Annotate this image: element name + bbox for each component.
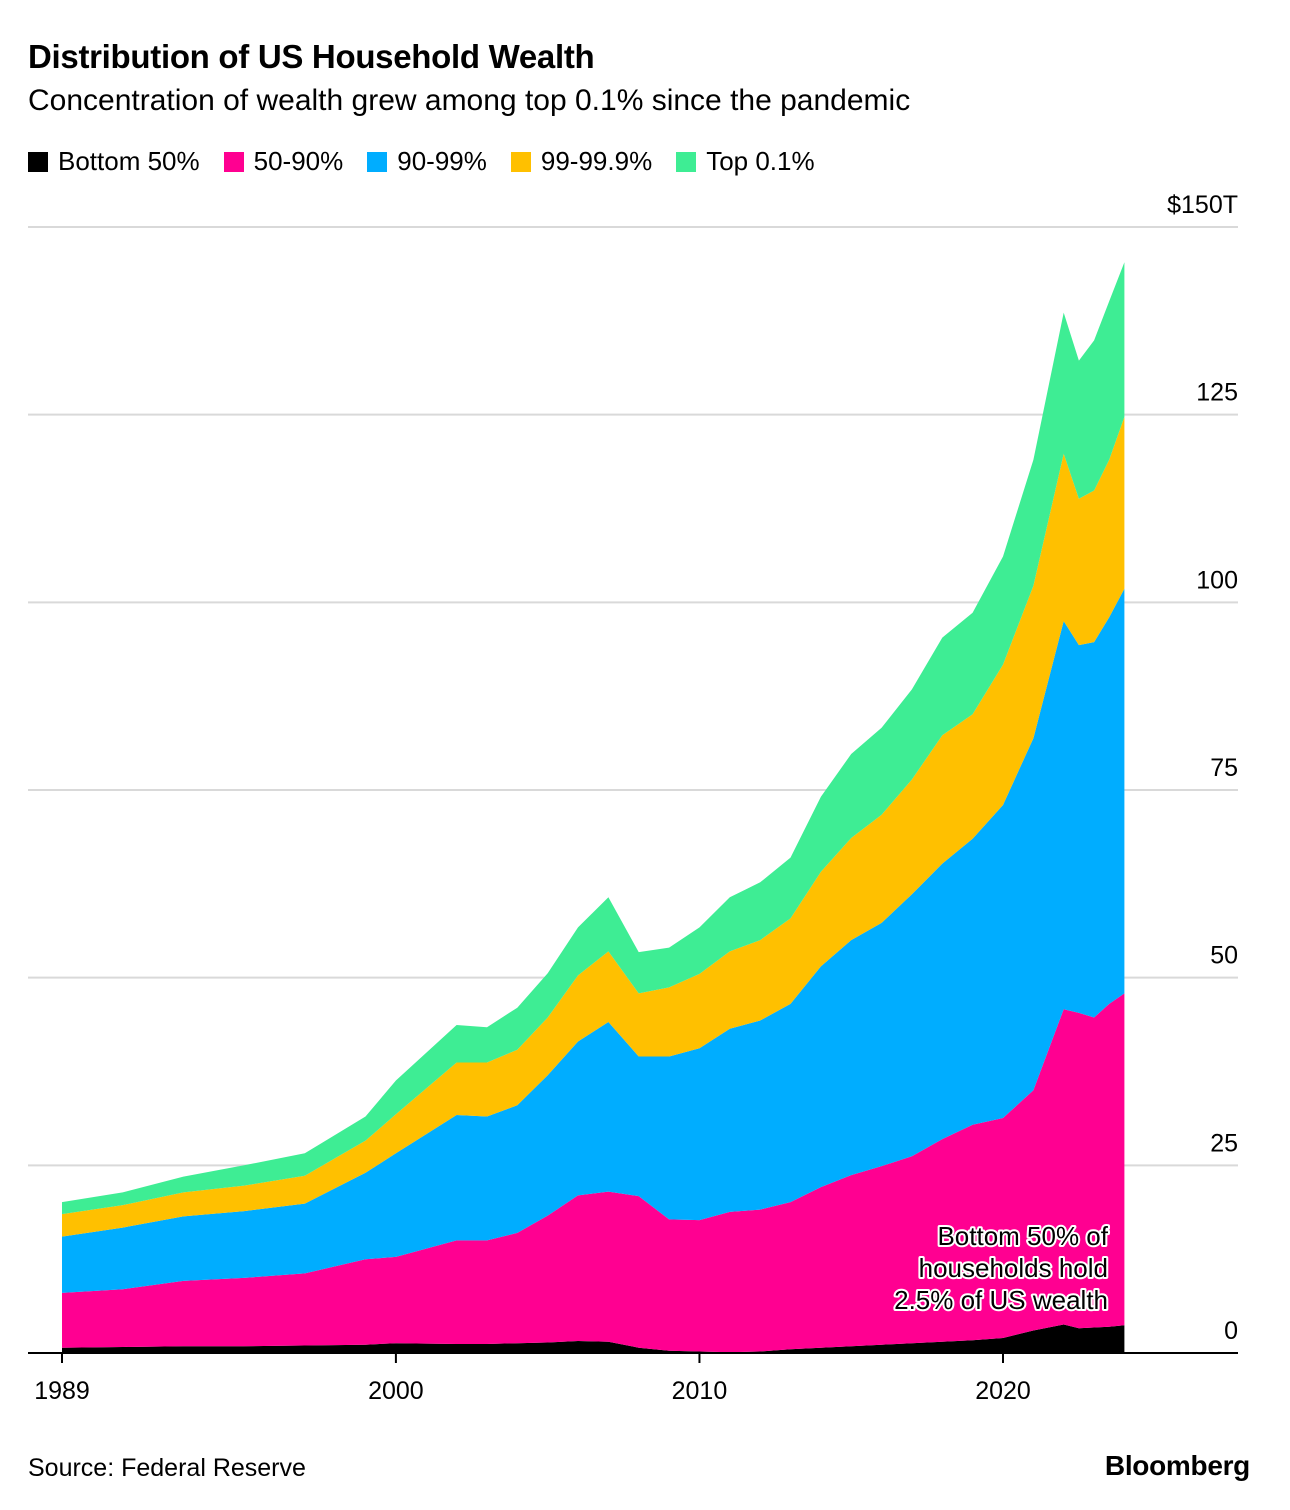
x-tick-label: 2010 — [672, 1377, 728, 1405]
legend-swatch — [28, 151, 48, 172]
annotation-line: 2.5% of US wealth — [894, 1285, 1108, 1315]
y-tick-label: 100 — [1196, 566, 1238, 594]
y-tick-label: $150T — [1167, 191, 1238, 219]
area-series-3 — [62, 416, 1125, 1237]
legend-item-50-90: 50-90% — [223, 146, 344, 177]
y-tick-label: 125 — [1196, 379, 1238, 407]
legend-label: 99-99.9% — [540, 146, 653, 176]
legend-swatch — [510, 151, 531, 172]
legend-item-90-99: 90-99% — [367, 146, 487, 177]
legend-swatch — [367, 151, 388, 172]
annotation-line: Bottom 50% of — [937, 1221, 1108, 1251]
area-series-0 — [62, 1324, 1125, 1353]
y-tick-label: 0 — [1224, 1317, 1238, 1345]
legend-label: 50-90% — [253, 146, 344, 176]
annotation-line: households hold — [919, 1253, 1108, 1283]
area-series-2 — [62, 588, 1125, 1293]
legend-item-top-0-1: Top 0.1% — [676, 146, 815, 177]
legend-label: Top 0.1% — [706, 146, 815, 176]
legend-label: 90-99% — [397, 146, 487, 176]
y-tick-label: 50 — [1210, 942, 1238, 970]
chart-subtitle: Concentration of wealth grew among top 0… — [28, 84, 911, 117]
axis-layer: 0 25 50 75 100 125 $150T 1989 2000 2010 2020 — [28, 191, 1238, 1405]
source-note: Source: Federal Reserve — [28, 1454, 306, 1482]
legend-swatch — [676, 151, 697, 172]
area-series-4 — [62, 262, 1125, 1215]
legend: Bottom 50% 50-90% 90-99% 99-99.9% Top 0.… — [28, 146, 839, 177]
brand-logo: Bloomberg — [1104, 1450, 1250, 1481]
legend-label: Bottom 50% — [58, 146, 200, 176]
x-tick-label: 1989 — [34, 1377, 90, 1405]
x-tick-label: 2020 — [975, 1377, 1031, 1405]
area-series-1 — [62, 993, 1125, 1353]
legend-item-99-99-9: 99-99.9% — [510, 146, 653, 177]
chart-title: Distribution of US Household Wealth — [28, 38, 595, 75]
x-tick-label: 2000 — [368, 1377, 424, 1405]
legend-swatch — [223, 151, 244, 172]
y-tick-label: 75 — [1210, 754, 1238, 782]
area-layer — [62, 262, 1125, 1353]
y-tick-label: 25 — [1210, 1129, 1238, 1157]
legend-item-bottom-50: Bottom 50% — [28, 146, 200, 177]
stacked-area-chart: 0 25 50 75 100 125 $150T 1989 2000 2010 2020 Botto… — [28, 191, 1238, 1405]
